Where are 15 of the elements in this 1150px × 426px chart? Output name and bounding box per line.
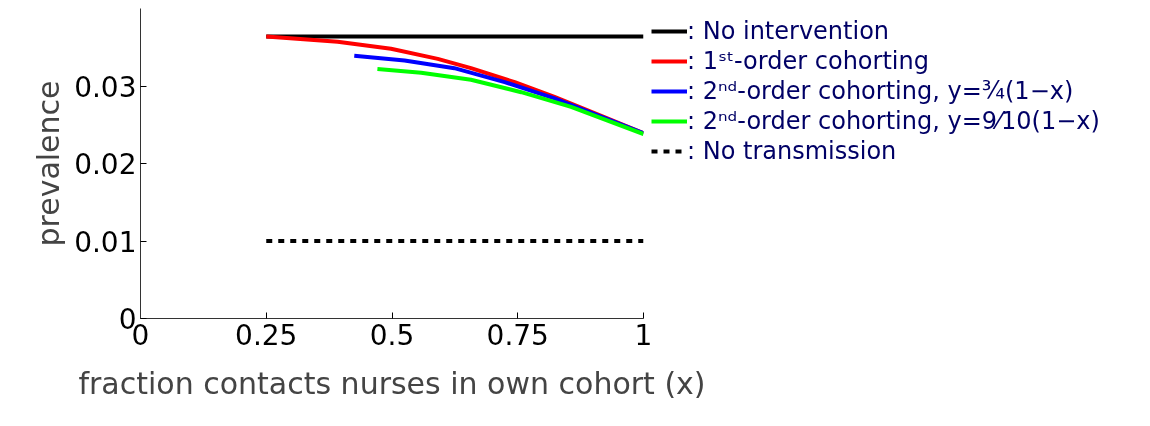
x-tick-label: 0.5	[369, 318, 415, 352]
y-axis-title: prevalence	[31, 80, 67, 247]
y-tick-label: 0.02	[74, 148, 137, 181]
line-series	[375, 66, 644, 137]
x-tick-label: 1	[634, 318, 653, 352]
x-tick-label: 0.25	[235, 318, 298, 352]
x-tick-label: 0.75	[486, 318, 549, 352]
x-axis-title: fraction contacts nurses in own cohort (x)	[78, 365, 706, 401]
legend-label: : No intervention	[687, 16, 890, 46]
legend-label: : 1ˢᵗ-order cohorting	[687, 46, 929, 76]
y-tick-label: 0.03	[74, 70, 137, 104]
legend-label: : No transmission	[687, 136, 897, 166]
legend-label: : 2ⁿᵈ-order cohorting, y=9⁄10(1−x)	[687, 106, 1100, 136]
legend-label: : 2ⁿᵈ-order cohorting, y=¾(1−x)	[687, 76, 1074, 106]
y-tick-label: 0.01	[74, 225, 137, 259]
